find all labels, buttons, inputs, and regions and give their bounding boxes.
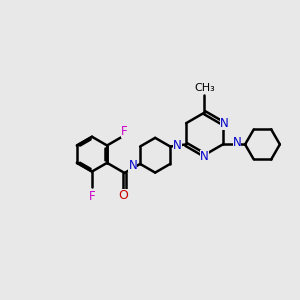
Text: N: N bbox=[232, 136, 241, 149]
Text: N: N bbox=[200, 150, 209, 163]
Text: O: O bbox=[118, 189, 128, 202]
Text: N: N bbox=[128, 159, 137, 172]
Text: CH₃: CH₃ bbox=[194, 83, 215, 93]
Text: N: N bbox=[220, 117, 229, 130]
Text: F: F bbox=[121, 125, 128, 138]
Text: N: N bbox=[173, 139, 182, 152]
Text: F: F bbox=[89, 190, 95, 203]
